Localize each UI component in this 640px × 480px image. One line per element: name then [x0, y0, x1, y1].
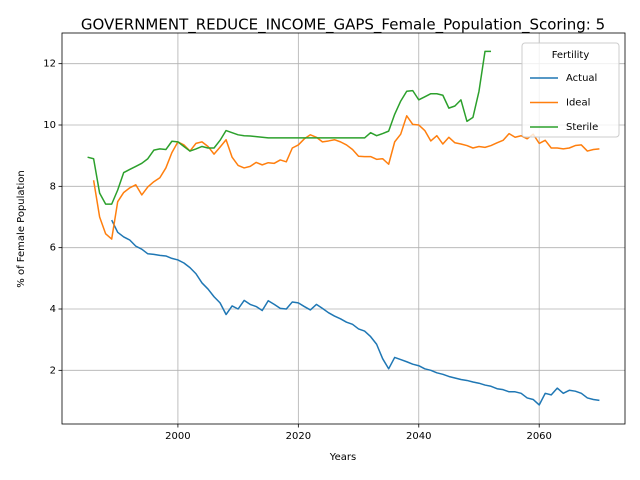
y-tick-label: 10	[43, 120, 56, 131]
x-axis-label: Years	[329, 452, 356, 463]
series-line	[87, 50, 492, 205]
x-tick-label: 2040	[406, 431, 431, 442]
y-tick-label: 8	[50, 181, 56, 192]
y-tick-label: 4	[50, 304, 56, 315]
legend-label: Ideal	[566, 98, 590, 109]
legend-label: Actual	[566, 73, 597, 84]
x-tick-label: 2020	[286, 431, 311, 442]
y-tick-label: 6	[50, 243, 56, 254]
series-line	[111, 219, 600, 406]
x-tick-label: 2060	[526, 431, 551, 442]
x-tick-label: 2000	[165, 431, 190, 442]
y-tick-label: 12	[43, 59, 56, 70]
legend-box	[521, 42, 620, 138]
plot-frame	[61, 32, 626, 425]
legend-label: Sterile	[566, 122, 598, 133]
chart-title: GOVERNMENT_REDUCE_INCOME_GAPS_Female_Pop…	[81, 16, 605, 35]
y-tick-label: 2	[50, 365, 56, 376]
y-axis-label: % of Female Population	[16, 170, 27, 287]
legend-title: Fertility	[552, 50, 590, 61]
